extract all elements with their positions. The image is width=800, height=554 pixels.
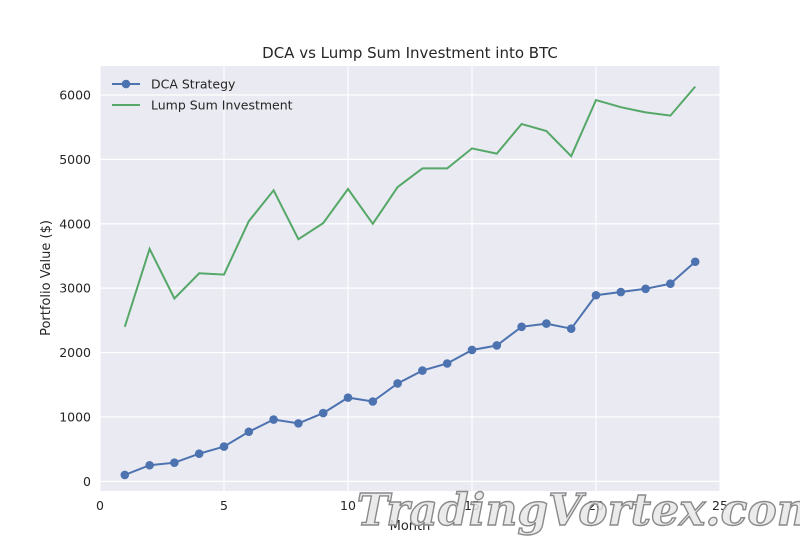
x-axis-label: Month <box>390 519 431 534</box>
gridlines <box>99 66 721 491</box>
data-point <box>690 257 700 267</box>
legend-label: Lump Sum Investment <box>151 98 293 113</box>
data-point <box>368 397 378 406</box>
data-point <box>393 379 402 388</box>
y-axis-label: Portfolio Value ($) <box>39 220 54 336</box>
data-point <box>343 393 353 402</box>
y-tick-label: 4000 <box>59 216 91 231</box>
data-point <box>492 341 502 350</box>
legend: DCA Strategy Lump Sum Investment <box>112 77 293 113</box>
data-point <box>294 419 303 428</box>
plot-area <box>100 66 720 491</box>
series-dca <box>120 257 700 480</box>
x-tick-label: 20 <box>588 498 604 513</box>
x-tick-label: 0 <box>96 498 104 513</box>
data-point <box>591 290 601 300</box>
series-line <box>123 85 696 328</box>
y-tick-label: 1000 <box>59 409 91 424</box>
y-tick-label: 6000 <box>59 87 91 102</box>
data-point <box>194 449 204 458</box>
data-point <box>244 427 254 437</box>
data-point <box>219 442 229 451</box>
data-point <box>120 470 130 480</box>
x-tick-label: 5 <box>220 498 228 513</box>
y-tick-label: 2000 <box>59 345 91 360</box>
data-point <box>517 322 526 332</box>
data-point <box>269 415 278 424</box>
x-tick-label: 15 <box>464 498 480 513</box>
data-point <box>418 366 427 375</box>
data-point <box>641 284 650 294</box>
data-point <box>542 319 551 328</box>
y-tick-label: 3000 <box>59 281 91 296</box>
legend-marker <box>121 79 131 89</box>
data-point <box>442 359 452 368</box>
data-point <box>666 279 675 288</box>
watermark-logo: TradingVortex.com <box>357 485 800 536</box>
y-tick-label: 0 <box>83 474 91 489</box>
series-lump-sum <box>123 85 696 328</box>
chart-title: DCA vs Lump Sum Investment into BTC <box>262 44 558 62</box>
data-point <box>616 287 626 297</box>
data-point <box>145 460 154 470</box>
y-tick-label: 5000 <box>59 152 91 167</box>
x-tick-label: 10 <box>340 498 356 513</box>
data-point <box>566 324 576 334</box>
data-point <box>318 408 328 418</box>
x-tick-label: 25 <box>712 498 728 513</box>
legend-label: DCA Strategy <box>151 77 236 92</box>
data-point <box>170 458 179 467</box>
data-point <box>467 345 477 355</box>
